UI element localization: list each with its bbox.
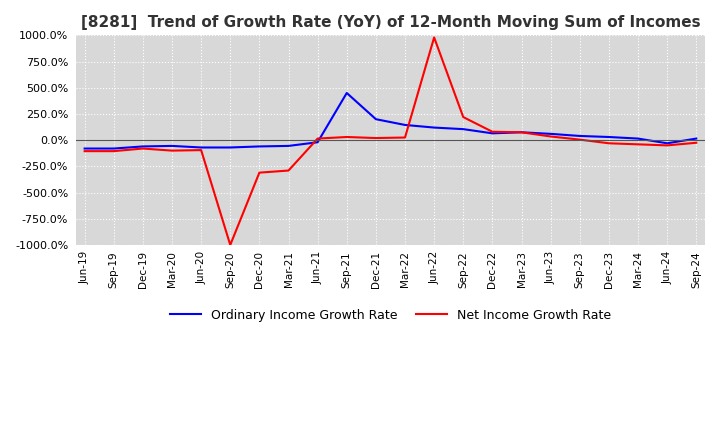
Ordinary Income Growth Rate	[459, 126, 467, 132]
Ordinary Income Growth Rate	[226, 145, 235, 150]
Net Income Growth Rate	[313, 136, 322, 141]
Line: Net Income Growth Rate: Net Income Growth Rate	[85, 37, 696, 245]
Net Income Growth Rate	[575, 137, 584, 142]
Net Income Growth Rate	[430, 35, 438, 40]
Net Income Growth Rate	[372, 136, 380, 141]
Ordinary Income Growth Rate	[168, 143, 176, 149]
Ordinary Income Growth Rate	[313, 139, 322, 145]
Net Income Growth Rate	[138, 146, 147, 151]
Ordinary Income Growth Rate	[372, 117, 380, 122]
Ordinary Income Growth Rate	[605, 134, 613, 139]
Net Income Growth Rate	[343, 134, 351, 139]
Ordinary Income Growth Rate	[430, 125, 438, 130]
Ordinary Income Growth Rate	[343, 90, 351, 95]
Ordinary Income Growth Rate	[284, 143, 293, 149]
Ordinary Income Growth Rate	[663, 141, 672, 146]
Ordinary Income Growth Rate	[517, 130, 526, 135]
Net Income Growth Rate	[168, 148, 176, 153]
Ordinary Income Growth Rate	[138, 144, 147, 149]
Net Income Growth Rate	[692, 140, 701, 145]
Net Income Growth Rate	[517, 130, 526, 135]
Net Income Growth Rate	[663, 143, 672, 148]
Net Income Growth Rate	[226, 242, 235, 248]
Ordinary Income Growth Rate	[109, 146, 118, 151]
Legend: Ordinary Income Growth Rate, Net Income Growth Rate: Ordinary Income Growth Rate, Net Income …	[164, 304, 616, 327]
Net Income Growth Rate	[284, 168, 293, 173]
Net Income Growth Rate	[605, 141, 613, 146]
Ordinary Income Growth Rate	[546, 131, 555, 136]
Net Income Growth Rate	[634, 142, 642, 147]
Net Income Growth Rate	[109, 149, 118, 154]
Net Income Growth Rate	[546, 134, 555, 139]
Ordinary Income Growth Rate	[255, 144, 264, 149]
Ordinary Income Growth Rate	[197, 145, 205, 150]
Title: [8281]  Trend of Growth Rate (YoY) of 12-Month Moving Sum of Incomes: [8281] Trend of Growth Rate (YoY) of 12-…	[81, 15, 701, 30]
Net Income Growth Rate	[401, 135, 410, 140]
Ordinary Income Growth Rate	[634, 136, 642, 141]
Ordinary Income Growth Rate	[575, 133, 584, 139]
Net Income Growth Rate	[459, 114, 467, 120]
Net Income Growth Rate	[488, 129, 497, 134]
Line: Ordinary Income Growth Rate: Ordinary Income Growth Rate	[85, 93, 696, 149]
Net Income Growth Rate	[255, 170, 264, 175]
Ordinary Income Growth Rate	[81, 146, 89, 151]
Net Income Growth Rate	[197, 147, 205, 153]
Ordinary Income Growth Rate	[488, 131, 497, 136]
Ordinary Income Growth Rate	[401, 122, 410, 128]
Ordinary Income Growth Rate	[692, 136, 701, 141]
Net Income Growth Rate	[81, 149, 89, 154]
